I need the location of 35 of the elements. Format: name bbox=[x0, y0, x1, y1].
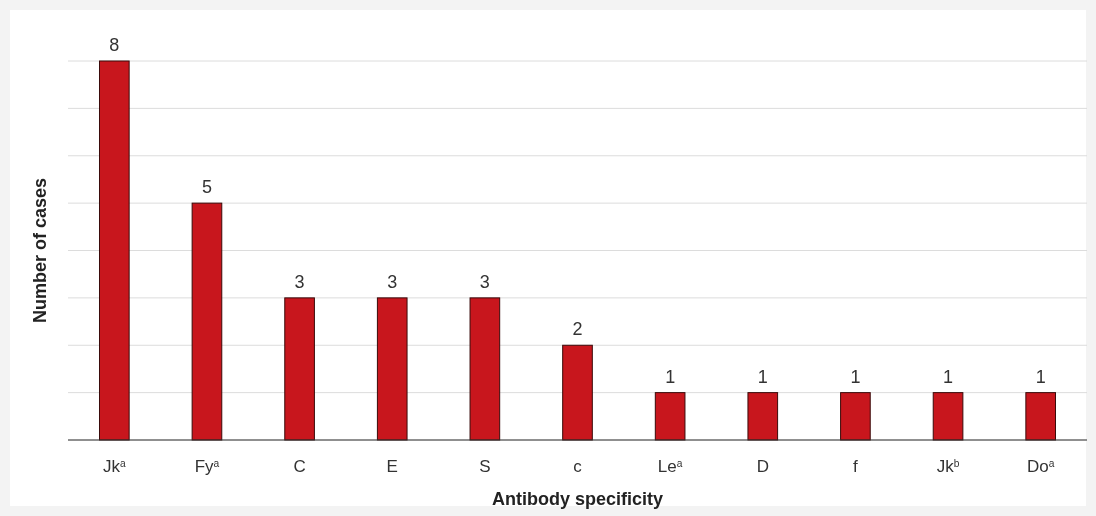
x-tick-label: Do$^{a}$ bbox=[1026, 457, 1055, 476]
data-label: 1 bbox=[665, 366, 676, 387]
bar bbox=[654, 392, 686, 441]
data-label: 3 bbox=[294, 271, 305, 292]
x-tick-label: C bbox=[293, 457, 306, 476]
bar bbox=[1025, 392, 1056, 441]
data-label: 5 bbox=[201, 177, 212, 198]
x-tick-label: Fy$^{a}$ bbox=[194, 457, 220, 476]
bar bbox=[376, 297, 408, 441]
data-label: 8 bbox=[109, 35, 120, 55]
bar bbox=[469, 297, 501, 441]
x-tick-label: Jk$^{a}$ bbox=[102, 457, 126, 476]
x-tick-label: D bbox=[756, 457, 769, 476]
x-tick-label: f bbox=[853, 457, 859, 476]
bar bbox=[562, 344, 593, 441]
bar bbox=[840, 392, 871, 441]
bar bbox=[191, 202, 223, 441]
data-label: 1 bbox=[757, 366, 768, 387]
bar bbox=[932, 392, 964, 441]
x-tick-label: S bbox=[479, 457, 491, 476]
data-label: 1 bbox=[1035, 366, 1046, 387]
bar bbox=[99, 60, 130, 441]
x-tick-label: E bbox=[386, 457, 398, 476]
data-label: 3 bbox=[387, 271, 398, 292]
data-label: 1 bbox=[850, 366, 861, 387]
y-axis-title: Number of cases bbox=[30, 177, 50, 324]
data-label: 2 bbox=[572, 319, 583, 340]
x-axis-title: Antibody specificity bbox=[491, 489, 664, 509]
bar bbox=[284, 297, 315, 441]
x-tick-label: Le$^{a}$ bbox=[657, 457, 683, 476]
bar bbox=[747, 392, 779, 441]
data-label: 3 bbox=[479, 271, 490, 292]
x-tick-label: Jk$^{b}$ bbox=[936, 457, 960, 476]
x-tick-label: c bbox=[573, 457, 583, 476]
data-label: 1 bbox=[943, 366, 954, 387]
